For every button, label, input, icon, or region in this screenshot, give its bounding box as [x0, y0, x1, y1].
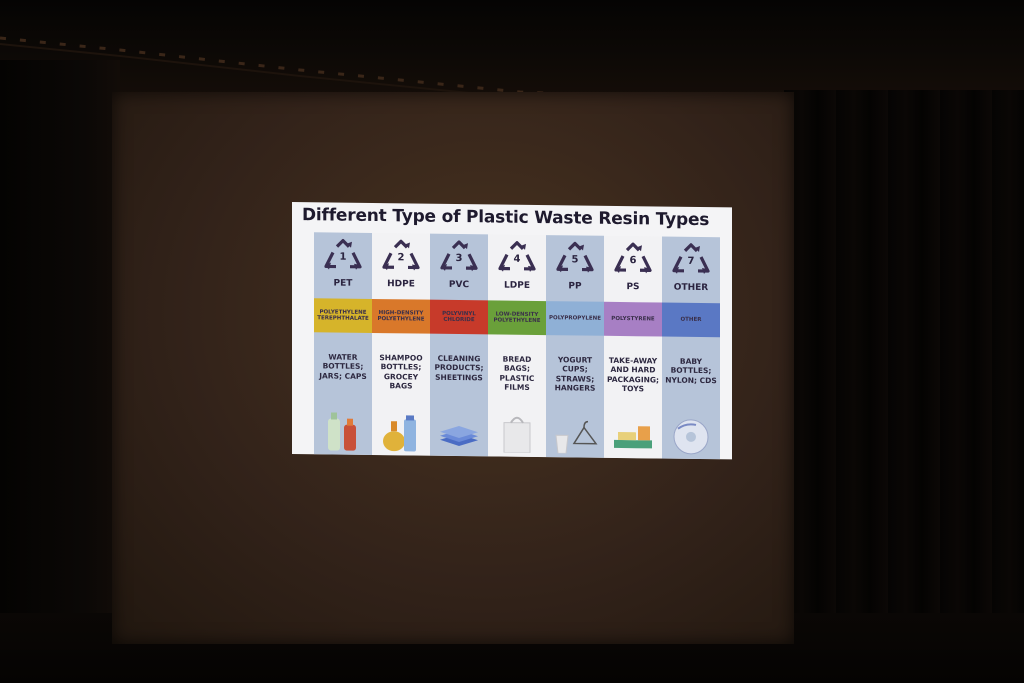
recycle-symbol-icon — [662, 243, 720, 280]
resin-column-pp: 5 PP POLYPROPYLENE YOGURT CUPS; STRAWS; HAN… — [546, 235, 604, 458]
resin-number: 2 — [397, 252, 405, 264]
recycle-symbol-icon — [372, 239, 430, 276]
slide-title: Different Type of Plastic Waste Resin Ty… — [302, 205, 710, 231]
resin-number: 5 — [571, 254, 579, 266]
resin-columns: 1 PET POLYETHYLENE TEREPHTHALATE WATER BOTT… — [314, 232, 720, 460]
resin-column-hdpe: 2 HDPE HIGH-DENSITY POLYETHYLENE SHAMPOO BO… — [372, 232, 430, 456]
resin-code: LDPE — [504, 280, 530, 291]
resin-code: HDPE — [387, 279, 415, 290]
stage-curtain-right — [784, 90, 1024, 683]
resin-code: PET — [333, 278, 353, 289]
stage-curtain-left — [0, 60, 120, 683]
resin-column-other: 7 OTHER OTHER BABY BOTTLES; NYLON; CDS — [662, 236, 720, 460]
resin-column-ps: 6 PS POLYSTYRENE TAKE-AWAY AND HARD PACKAGI… — [604, 235, 662, 459]
takeaway-box-icon — [604, 414, 662, 455]
projected-slide: Different Type of Plastic Waste Resin Ty… — [292, 202, 732, 460]
resin-number: 4 — [513, 253, 521, 265]
resin-code: OTHER — [673, 282, 709, 294]
resin-uses: YOGURT CUPS; STRAWS; HANGERS — [554, 355, 596, 393]
resin-column-ldpe: 4 LDPE LOW-DENSITY POLYETHYLENE BREAD BAGS;… — [488, 234, 546, 458]
resin-uses: CLEANING PRODUCTS; SHEETINGS — [434, 353, 484, 383]
resin-uses: BABY BOTTLES; NYLON; CDS — [665, 356, 717, 385]
resin-column-pvc: 3 PVC POLYVINYL CHLORIDE CLEANING PRODUCTS;… — [430, 233, 488, 457]
recycle-symbol-icon — [604, 242, 662, 279]
resin-uses: SHAMPOO BOTTLES; GROCEY BAGS — [379, 353, 423, 391]
resin-name-band: POLYSTYRENE — [604, 301, 662, 337]
resin-name-band: HIGH-DENSITY POLYETHYLENE — [372, 298, 430, 334]
resin-name-band: LOW-DENSITY POLYETHYLENE — [488, 300, 546, 336]
bottles-icon — [314, 410, 372, 451]
resin-uses: BREAD BAGS; PLASTIC FILMS — [499, 354, 535, 393]
recycle-symbol-icon — [546, 241, 604, 278]
resin-column-pet: 1 PET POLYETHYLENE TEREPHTHALATE WATER BOTT… — [314, 232, 372, 455]
resin-name-band: POLYVINYL CHLORIDE — [430, 299, 488, 335]
resin-name-band: POLYETHYLENE TEREPHTHALATE — [314, 298, 372, 333]
resin-number: 1 — [339, 251, 347, 263]
resin-code: PP — [568, 281, 582, 292]
shampoo-bottles-icon — [372, 411, 430, 452]
sheets-icon — [430, 412, 488, 453]
stage-curtain-top — [0, 0, 1024, 95]
resin-number: 3 — [455, 252, 463, 265]
cd-icon — [662, 415, 720, 456]
resin-number: 6 — [629, 255, 637, 267]
cup-hanger-icon — [546, 413, 604, 454]
resin-name-band: POLYPROPYLENE — [546, 301, 604, 336]
resin-uses: TAKE-AWAY AND HARD PACKAGING; TOYS — [606, 355, 660, 394]
recycle-symbol-icon — [488, 240, 546, 277]
resin-code: PVC — [448, 279, 470, 291]
resin-code: PS — [626, 282, 640, 293]
recycle-symbol-icon — [314, 238, 372, 275]
resin-name-band: OTHER — [662, 302, 720, 338]
resin-number: 7 — [687, 255, 695, 267]
resin-uses: WATER BOTTLES; JARS; CAPS — [319, 352, 367, 381]
plastic-bag-icon — [488, 412, 546, 454]
recycle-symbol-icon — [430, 240, 488, 277]
